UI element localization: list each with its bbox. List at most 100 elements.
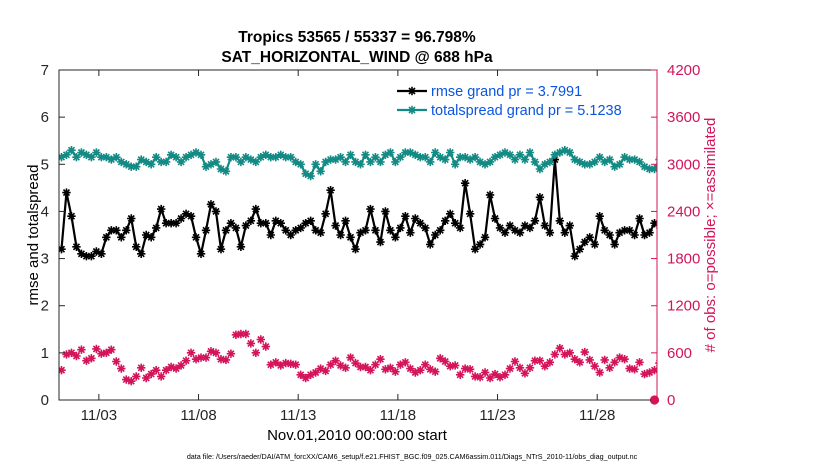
rmse-point (266, 230, 275, 240)
rmse-point (785, 184, 793, 192)
spread-point (211, 157, 221, 167)
obs-assimilated-point (326, 360, 335, 369)
spread-point (261, 150, 271, 160)
rmse-point (455, 223, 465, 233)
obs-assimilated-point (161, 365, 171, 375)
spread-point (331, 155, 340, 164)
spread-point (540, 160, 550, 169)
rmse-point (396, 223, 405, 233)
y-tick-label-right: 3600 (667, 109, 700, 126)
rmse-point (615, 228, 624, 237)
obs-assimilated-point (680, 367, 688, 375)
spread-point (401, 148, 410, 157)
rmse-point (102, 233, 111, 242)
rmse-point (585, 233, 594, 242)
rmse-point (201, 226, 211, 235)
y-tick-label-left: 5 (41, 156, 49, 173)
spread-point (570, 155, 579, 164)
rmse-point (226, 219, 236, 228)
spread-point (311, 160, 320, 169)
obs-assimilated-point (490, 369, 500, 379)
obs-assimilated-point (271, 358, 280, 367)
rmse-point (281, 226, 290, 235)
obs-assimilated-point (92, 344, 101, 354)
spread-point (550, 150, 560, 160)
rmse-point (800, 245, 808, 253)
spread-point (371, 153, 380, 162)
spread-point (475, 157, 485, 167)
obs-assimilated-point (730, 351, 738, 359)
obs-assimilated-point (580, 347, 589, 357)
obs-assimilated-point (705, 363, 713, 371)
spread-point (450, 160, 460, 169)
rmse-point (685, 224, 693, 232)
rmse-point (401, 211, 410, 221)
legend-marker-rmse (407, 86, 417, 96)
rmse-point (780, 179, 788, 187)
obs-assimilated-point (530, 356, 540, 365)
obs-assimilated-point (690, 363, 698, 371)
rmse-point (460, 178, 470, 188)
y-tick-label-left: 0 (41, 392, 49, 409)
obs-assimilated-point (321, 366, 330, 376)
rmse-point (555, 216, 565, 226)
obs-assimilated-point (291, 360, 300, 369)
rmse-point (82, 252, 91, 261)
rmse-point (72, 242, 81, 251)
spread-point (266, 153, 275, 162)
spread-point (82, 150, 91, 160)
rmse-point (286, 230, 295, 240)
spread-point (301, 169, 310, 178)
obs-assimilated-point (146, 369, 156, 379)
rmse-point (416, 219, 425, 228)
rmse-point (181, 209, 191, 218)
obs-assimilated-point (495, 373, 505, 382)
obs-assimilated-point (311, 368, 320, 377)
obs-assimilated-point (82, 356, 91, 365)
obs-assimilated-point (515, 363, 525, 372)
rmse-point (117, 233, 126, 242)
obs-assimilated-point (570, 354, 579, 364)
spread-point (765, 151, 773, 159)
obs-assimilated-point (650, 365, 657, 375)
rmse-point (301, 219, 310, 228)
rmse-point (550, 155, 560, 164)
spread-point (176, 157, 186, 167)
obs-assimilated-point (460, 364, 470, 373)
obs-assimilated-point (610, 358, 619, 367)
spread-point (770, 153, 778, 161)
obs-assimilated-point (266, 360, 275, 369)
y-tick-label-right: 1200 (667, 298, 700, 315)
x-tick-label: 11/03 (81, 407, 117, 424)
obs-assimilated-point (575, 358, 584, 367)
rmse-point (740, 217, 748, 225)
spread-point (296, 160, 305, 169)
rmse-point (600, 226, 609, 235)
rmse-point (107, 226, 116, 235)
obs-assimilated-point (241, 329, 251, 339)
obs-assimilated-point (550, 350, 560, 359)
obs-assimilated-point (176, 361, 186, 370)
spread-point (321, 157, 330, 167)
rmse-point (62, 188, 71, 197)
obs-assimilated-point (585, 355, 594, 365)
spread-point (575, 157, 584, 167)
rmse-point (745, 214, 753, 222)
spread-point (271, 153, 280, 162)
spread-point (505, 150, 515, 160)
legend-label-spread: totalspread grand pr = 5.1238 (431, 103, 622, 119)
spread-point (291, 157, 300, 167)
obs-assimilated-point (695, 366, 703, 374)
obs-assimilated-point (545, 358, 555, 367)
obs-assimilated-point (426, 365, 435, 374)
obs-assimilated-point (281, 358, 290, 368)
obs-assimilated-point (565, 348, 574, 358)
spread-point (166, 150, 176, 160)
spread-point (535, 164, 545, 174)
legend-label-rmse: rmse grand pr = 3.7991 (431, 84, 582, 100)
y-tick-label-left: 3 (41, 251, 49, 268)
rmse-point (790, 198, 798, 206)
obs-assimilated-point (132, 372, 141, 381)
rmse-point (480, 233, 490, 242)
